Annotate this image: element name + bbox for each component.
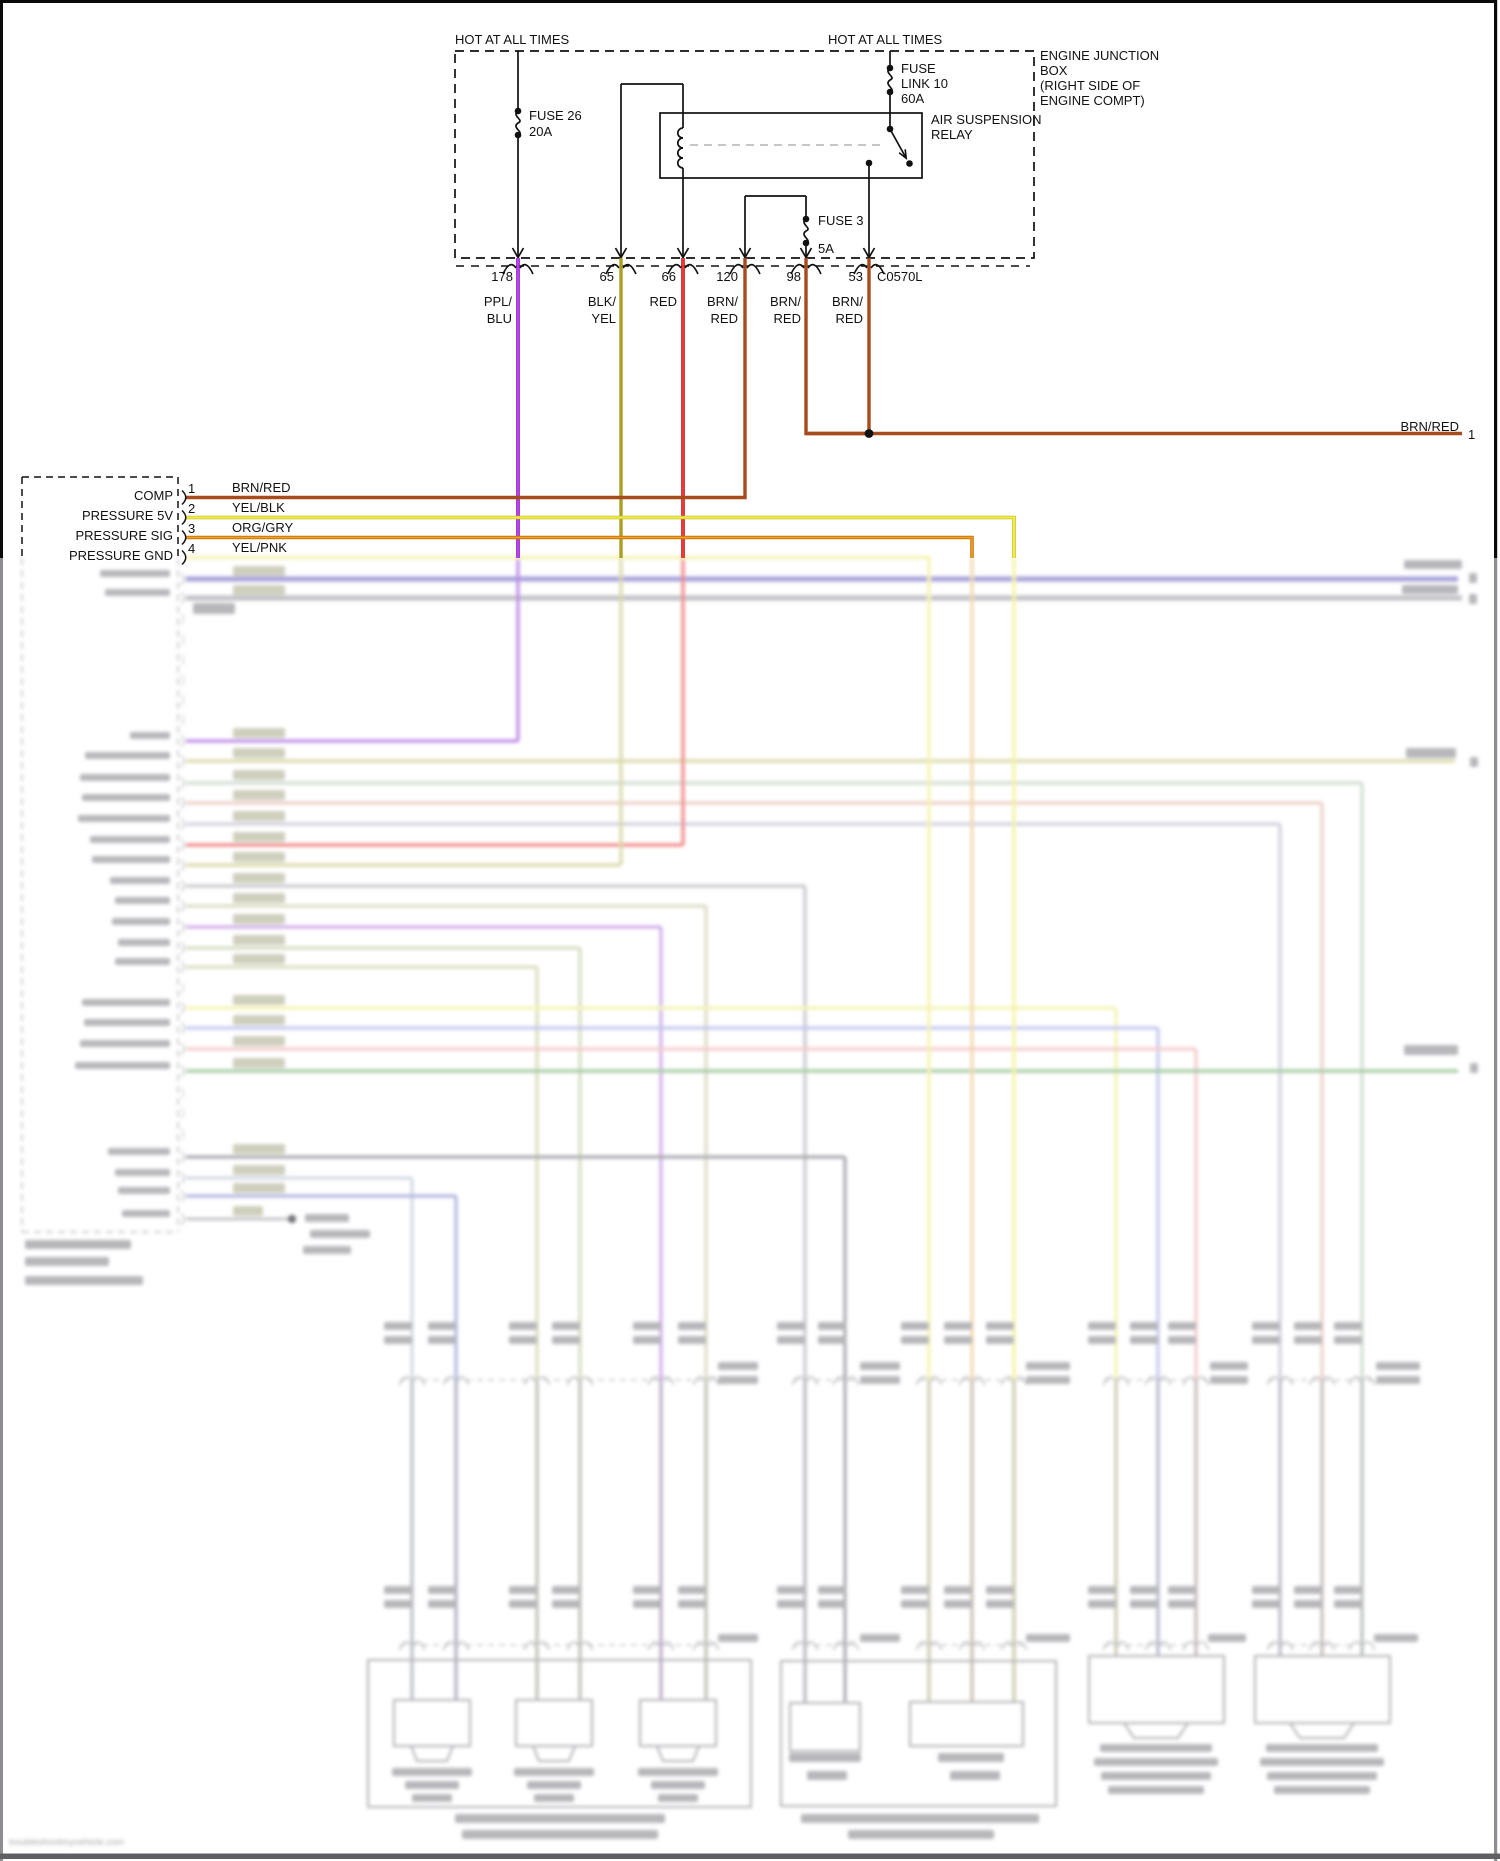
svg-text:PPL/: PPL/	[484, 294, 513, 309]
svg-text:2: 2	[188, 501, 195, 516]
svg-text:FUSE 3: FUSE 3	[818, 213, 864, 228]
svg-text:BRN/: BRN/	[770, 294, 801, 309]
svg-text:BRN/RED: BRN/RED	[1400, 419, 1459, 434]
svg-text:120: 120	[716, 269, 738, 284]
svg-text:65: 65	[600, 269, 614, 284]
svg-text:BLU: BLU	[487, 311, 512, 326]
svg-text:1: 1	[1468, 427, 1475, 442]
svg-text:66: 66	[662, 269, 676, 284]
svg-text:HOT AT ALL TIMES: HOT AT ALL TIMES	[455, 32, 569, 47]
svg-text:PRESSURE SIG: PRESSURE SIG	[75, 528, 173, 543]
svg-text:20A: 20A	[529, 124, 552, 139]
svg-text:53: 53	[849, 269, 863, 284]
svg-text:RED: RED	[774, 311, 801, 326]
svg-text:YEL/BLK: YEL/BLK	[232, 500, 285, 515]
svg-text:C0570L: C0570L	[877, 269, 923, 284]
svg-text:FUSE: FUSE	[901, 61, 936, 76]
svg-text:YEL/PNK: YEL/PNK	[232, 540, 287, 555]
svg-text:ENGINE COMPT): ENGINE COMPT)	[1040, 93, 1145, 108]
svg-text:178: 178	[491, 269, 513, 284]
svg-text:5A: 5A	[818, 241, 834, 256]
svg-text:FUSE 26: FUSE 26	[529, 108, 582, 123]
svg-text:PRESSURE GND: PRESSURE GND	[69, 548, 173, 563]
svg-text:COMP: COMP	[134, 488, 173, 503]
svg-text:1: 1	[188, 481, 195, 496]
svg-text:60A: 60A	[901, 91, 924, 106]
svg-text:AIR SUSPENSION: AIR SUSPENSION	[931, 112, 1042, 127]
svg-text:BRN/: BRN/	[832, 294, 863, 309]
svg-text:ENGINE JUNCTION: ENGINE JUNCTION	[1040, 48, 1159, 63]
svg-text:ORG/GRY: ORG/GRY	[232, 520, 293, 535]
svg-text:HOT AT ALL TIMES: HOT AT ALL TIMES	[828, 32, 942, 47]
svg-text:BOX: BOX	[1040, 63, 1068, 78]
svg-text:98: 98	[787, 269, 801, 284]
svg-text:(RIGHT SIDE OF: (RIGHT SIDE OF	[1040, 78, 1140, 93]
svg-text:PRESSURE 5V: PRESSURE 5V	[82, 508, 173, 523]
svg-text:RELAY: RELAY	[931, 127, 973, 142]
svg-text:RED: RED	[711, 311, 738, 326]
svg-text:BLK/: BLK/	[588, 294, 617, 309]
svg-text:LINK 10: LINK 10	[901, 76, 948, 91]
svg-text:BRN/: BRN/	[707, 294, 738, 309]
svg-text:RED: RED	[650, 294, 677, 309]
svg-text:4: 4	[188, 541, 195, 556]
svg-text:3: 3	[188, 521, 195, 536]
svg-text:BRN/RED: BRN/RED	[232, 480, 291, 495]
svg-text:troubleshootmyvehicle.com: troubleshootmyvehicle.com	[9, 1837, 124, 1848]
svg-text:RED: RED	[836, 311, 863, 326]
svg-text:YEL: YEL	[591, 311, 616, 326]
